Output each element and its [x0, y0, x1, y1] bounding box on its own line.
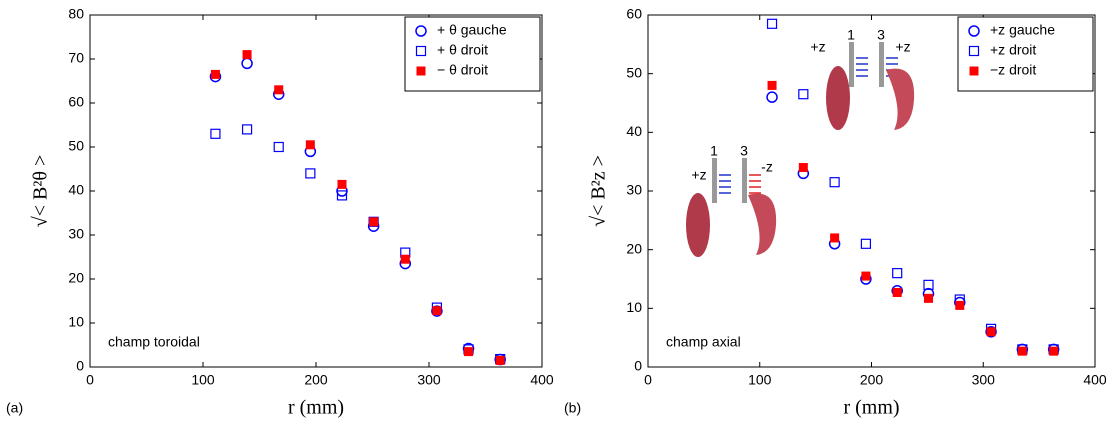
point [400, 254, 410, 264]
point [923, 293, 933, 303]
point [892, 268, 903, 279]
inset-label: 3 [740, 143, 748, 159]
point [766, 91, 778, 103]
legend-marker [968, 25, 980, 37]
y-tick-label: 0 [76, 358, 84, 374]
y-tick-label: 50 [626, 64, 642, 80]
x-tick-label: 0 [86, 372, 94, 388]
y-tick-label: 20 [68, 270, 84, 286]
point [986, 327, 996, 337]
inset-top [826, 42, 915, 130]
y-tick-label: 40 [68, 182, 84, 198]
point [861, 271, 871, 281]
inset-label: 3 [877, 27, 885, 43]
annotation: champ axial [666, 334, 741, 350]
point [432, 306, 442, 316]
y-tick-label: 70 [68, 50, 84, 66]
legend-label: + θ droit [437, 42, 488, 58]
point [767, 80, 777, 90]
legend-box [957, 16, 1094, 92]
x-tick-label: 200 [860, 372, 884, 388]
x-tick-label: 400 [530, 372, 554, 388]
y-tick-label: 30 [626, 182, 642, 198]
point [305, 140, 315, 150]
point [369, 217, 379, 227]
inset-label: 1 [710, 143, 718, 159]
annotation: champ toroidal [108, 334, 200, 350]
legend-marker [969, 66, 979, 76]
legend-label: − θ droit [437, 62, 488, 78]
x-tick-label: 300 [417, 372, 441, 388]
x-tick-label: 100 [191, 372, 215, 388]
y-tick-label: 60 [68, 94, 84, 110]
x-tick-label: 400 [1083, 372, 1107, 388]
point [273, 141, 284, 153]
y-tick-label: 60 [626, 6, 642, 22]
point [1049, 346, 1059, 356]
legend-label: −z droit [990, 62, 1036, 78]
y-tick-label: 30 [68, 226, 84, 242]
point [829, 177, 840, 188]
legend-marker [415, 25, 427, 37]
x-tick-label: 200 [304, 372, 328, 388]
inset-label: +z [895, 39, 910, 55]
legend-label: +z droit [990, 42, 1036, 58]
y-tick-label: 80 [68, 6, 84, 22]
point [305, 168, 316, 179]
inset-label: +z [810, 39, 825, 55]
point [337, 179, 347, 189]
y-axis-label: √< B²z > [588, 155, 610, 227]
panel-label: (b) [564, 400, 581, 416]
legend-label: +z gauche [990, 22, 1055, 38]
x-tick-label: 0 [644, 372, 652, 388]
y-axis-label: √< B²θ > [30, 155, 52, 227]
x-axis-label: r (mm) [843, 397, 899, 419]
x-axis-label: r (mm) [288, 397, 344, 419]
point [241, 57, 253, 70]
point [766, 18, 778, 29]
y-tick-label: 10 [68, 314, 84, 330]
y-tick-label: 10 [626, 299, 642, 315]
point [1017, 346, 1027, 356]
point [955, 300, 965, 310]
legend-marker [416, 66, 426, 76]
y-tick-label: 20 [626, 240, 642, 256]
point [242, 50, 252, 60]
point [860, 238, 872, 249]
point [210, 69, 220, 79]
y-tick-label: 40 [626, 123, 642, 139]
point [923, 279, 934, 290]
inset-bottom [686, 158, 777, 257]
point [830, 233, 840, 243]
x-tick-label: 100 [748, 372, 772, 388]
panel-label: (a) [6, 400, 23, 416]
legend-marker [415, 45, 427, 57]
point [336, 190, 348, 201]
x-tick-label: 300 [972, 372, 996, 388]
legend-marker [968, 45, 980, 57]
point [241, 124, 253, 135]
point [210, 128, 221, 139]
point [495, 355, 505, 365]
point [892, 287, 902, 297]
point [464, 347, 474, 357]
legend-box [404, 16, 541, 92]
point [274, 85, 284, 95]
y-tick-label: 50 [68, 138, 84, 154]
point [798, 163, 808, 173]
inset-label: +z [691, 167, 706, 183]
legend-label: + θ gauche [437, 22, 507, 38]
inset-label: -z [761, 159, 773, 175]
point [798, 89, 809, 100]
y-tick-label: 0 [634, 358, 642, 374]
inset-label: 1 [847, 27, 855, 43]
